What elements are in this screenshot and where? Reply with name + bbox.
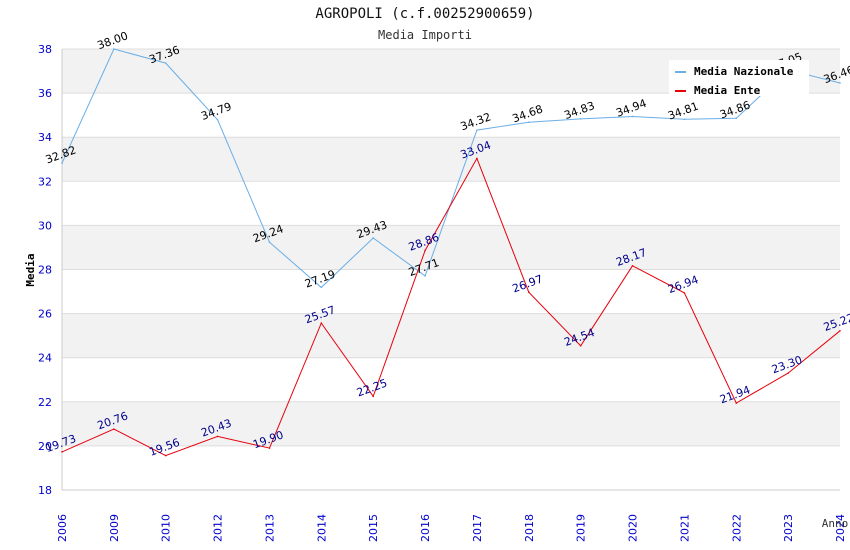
data-point [631, 115, 634, 118]
y-tick-label: 20 [38, 440, 52, 453]
legend-label: Media Ente [694, 84, 761, 97]
y-tick-label: 30 [38, 219, 52, 232]
data-point [683, 292, 686, 294]
x-tick-label: 2015 [367, 514, 380, 542]
data-label: 19.73 [44, 432, 78, 455]
x-tick-label: 2022 [730, 514, 743, 542]
series-line-media-ente [61, 157, 841, 457]
data-label: 22.25 [355, 377, 389, 400]
data-point [476, 129, 478, 131]
chart-title: AGROPOLI (c.f.00252900659) [315, 6, 534, 22]
x-tick-label: 2006 [56, 514, 69, 542]
data-point [476, 157, 478, 160]
x-tick-label: 2019 [575, 514, 588, 542]
grid-band [62, 401, 840, 446]
x-tick-label: 2018 [523, 514, 536, 542]
series-lines [61, 48, 841, 457]
data-point [839, 329, 841, 332]
data-point [164, 62, 167, 64]
y-tick-label: 22 [38, 396, 52, 409]
data-point [528, 291, 530, 294]
y-tick-label: 18 [38, 484, 52, 497]
data-label: 34.32 [459, 110, 493, 133]
data-label: 26.97 [511, 272, 545, 295]
x-tick-label: 2009 [108, 514, 121, 542]
x-tick-label: 2020 [627, 514, 640, 542]
plot-bands [62, 49, 840, 446]
x-axis-label: Anno [822, 517, 849, 530]
data-point [787, 372, 789, 374]
x-tick-label: 2014 [315, 514, 328, 542]
legend-box [669, 60, 809, 96]
data-point [735, 117, 738, 120]
data-point [372, 395, 375, 398]
data-point [216, 118, 219, 121]
grid-band [62, 225, 840, 270]
data-point [424, 249, 426, 252]
data-point [579, 118, 582, 120]
data-point [164, 454, 167, 457]
data-point [528, 121, 530, 124]
chart-subtitle: Media Importi [378, 28, 472, 42]
legend: Media Nazionale Media Ente [669, 60, 809, 97]
y-axis-label: Media [24, 253, 37, 286]
data-point [683, 118, 686, 121]
data-point [424, 275, 426, 277]
y-tick-label: 26 [38, 308, 52, 321]
grid-lines [62, 48, 840, 491]
data-point [113, 48, 115, 50]
x-tick-label: 2017 [471, 514, 484, 542]
data-point [579, 344, 582, 347]
data-point [61, 162, 63, 165]
x-tick-label: 2016 [419, 514, 432, 542]
x-tick-label: 2024 [834, 514, 847, 542]
data-point [372, 237, 375, 239]
x-tick-label: 2021 [678, 514, 691, 542]
y-tick-label: 38 [38, 43, 52, 56]
data-point [216, 435, 219, 438]
y-tick-label: 24 [38, 352, 52, 365]
x-tick-label: 2013 [263, 514, 276, 542]
y-tick-label: 28 [38, 264, 52, 277]
y-tick-label: 32 [38, 175, 52, 188]
legend-label: Media Nazionale [694, 65, 794, 78]
data-point [320, 322, 323, 324]
data-point [631, 264, 634, 267]
grid-band [62, 313, 840, 358]
data-point [735, 402, 738, 404]
x-tick-label: 2012 [212, 514, 225, 542]
grid-band [62, 137, 840, 182]
series-line-media-nazionale [61, 48, 841, 289]
data-point [113, 428, 115, 430]
y-tick-label: 34 [38, 131, 52, 144]
data-point [61, 451, 63, 453]
data-point [320, 286, 323, 289]
x-tick-label: 2010 [160, 514, 173, 542]
y-tick-label: 36 [38, 87, 52, 100]
x-tick-label: 2023 [782, 514, 795, 542]
data-point [268, 241, 271, 243]
data-point [839, 82, 841, 84]
data-label: 27.19 [303, 268, 337, 291]
data-point [268, 447, 271, 449]
data-label: 34.79 [199, 100, 233, 123]
